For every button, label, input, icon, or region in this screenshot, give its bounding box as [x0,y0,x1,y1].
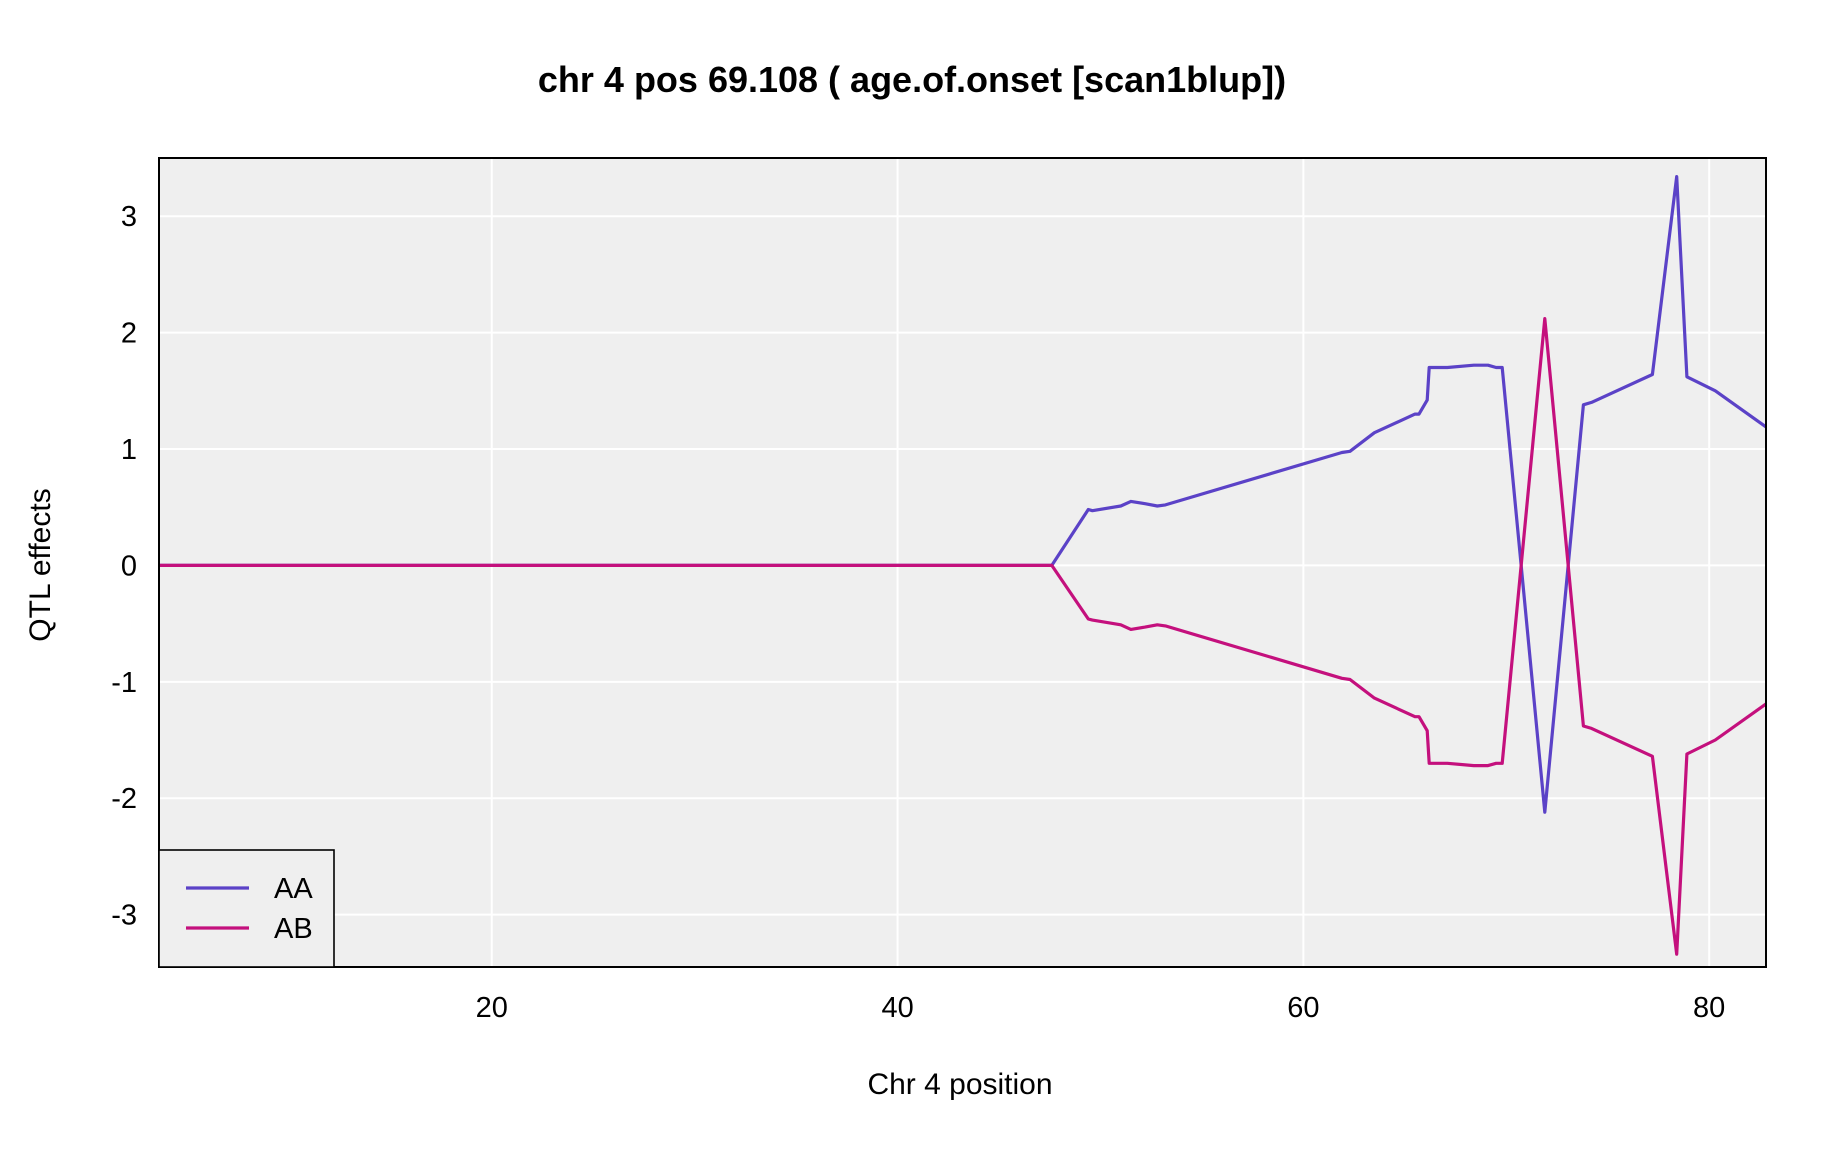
x-tick-label: 80 [1693,992,1725,1024]
legend-box [158,849,335,968]
y-tick-label: 0 [121,550,137,582]
plot-background [159,158,1766,967]
x-tick-label: 60 [1287,992,1319,1024]
legend-label-aa: AA [274,873,313,905]
x-tick-label: 40 [881,992,913,1024]
y-tick-label: 1 [121,434,137,466]
y-tick-label: -1 [111,667,137,699]
series-line-aa [159,175,1767,814]
plot-frame [158,157,1767,968]
y-tick-label: 3 [121,201,137,233]
y-tick-label: 2 [121,318,137,350]
y-tick-label: -2 [111,783,137,815]
series-line-ab [159,317,1767,956]
x-axis-label: Chr 4 position [867,1068,1052,1101]
y-tick-label: -3 [111,900,137,932]
legend-label-ab: AB [274,913,313,945]
y-axis-label: QTL effects [24,488,57,641]
chart-title: chr 4 pos 69.108 ( age.of.onset [scan1bl… [538,59,1286,100]
x-tick-label: 20 [476,992,508,1024]
